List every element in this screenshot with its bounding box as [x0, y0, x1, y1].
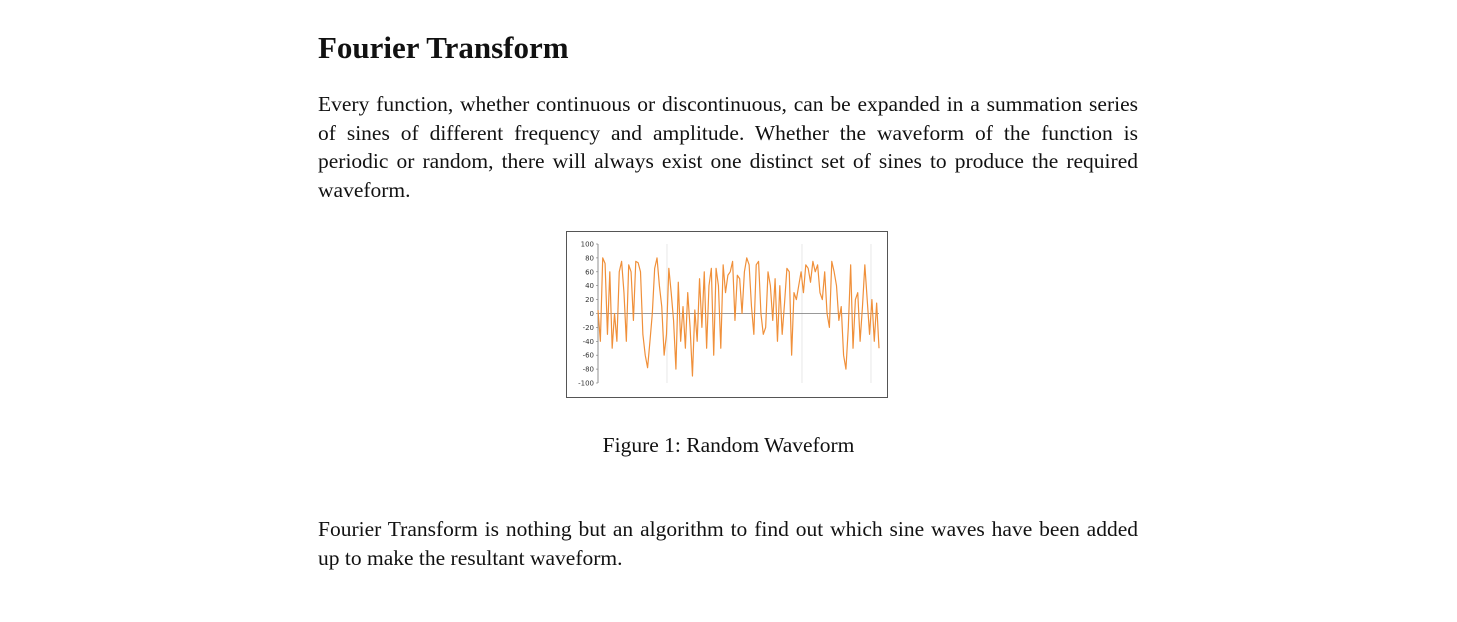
- waveform-series-line: [597, 257, 880, 377]
- y-tick-label: 100: [581, 241, 594, 249]
- y-tick-label: 80: [585, 254, 594, 262]
- paragraph-intro: Every function, whether continuous or di…: [318, 92, 1138, 203]
- y-tick-label: -80: [583, 366, 594, 374]
- y-tick-label: -100: [578, 380, 594, 388]
- y-tick-label: 20: [585, 296, 594, 304]
- paragraph-fourier: Fourier Transform is nothing but an algo…: [318, 517, 1138, 570]
- y-tick-label: -20: [583, 324, 594, 332]
- section-title: Fourier Transform: [318, 30, 569, 65]
- figure-caption: Figure 1: Random Waveform: [602, 433, 855, 457]
- waveform-chart: 100 80 60 40 20 0 -20 -40 -60 -80 -100: [578, 241, 880, 388]
- y-tick-label: -60: [583, 352, 594, 360]
- y-tick-label: 0: [590, 310, 594, 318]
- figure-random-waveform: 100 80 60 40 20 0 -20 -40 -60 -80 -100: [566, 231, 888, 398]
- y-tick-label: 40: [585, 282, 594, 290]
- y-tick-label: -40: [583, 338, 594, 346]
- y-tick-label: 60: [585, 268, 594, 276]
